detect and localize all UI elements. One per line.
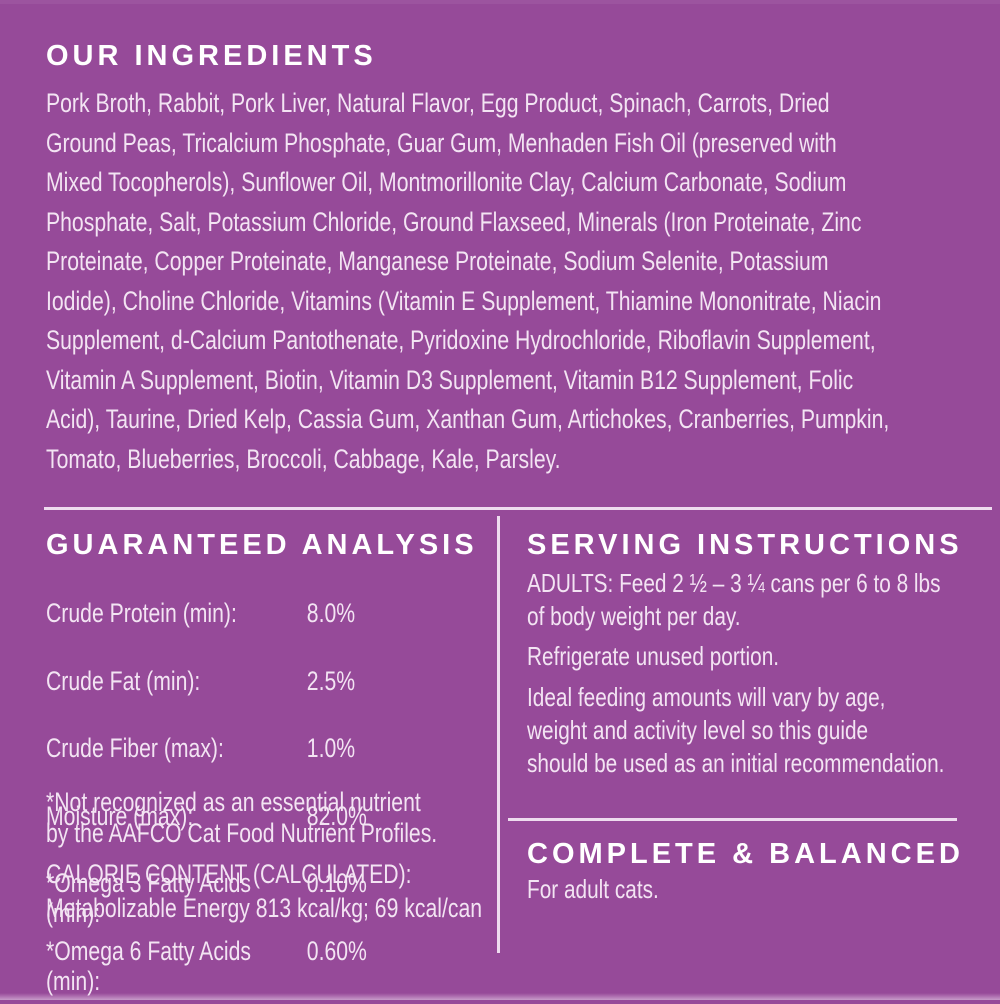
guaranteed-analysis-section-title: GUARANTEED ANALYSIS	[46, 529, 478, 561]
analysis-row-label: Moisture (max):	[46, 800, 194, 831]
ingredients-list-text: Pork Broth, Rabbit, Pork Liver, Natural …	[46, 88, 890, 474]
serving-adults-text: ADULTS: Feed 2 ½ – 3 ¼ cans per 6 to 8 l…	[527, 568, 941, 631]
analysis-row: Crude Fiber (max): 1.0%	[46, 733, 494, 770]
analysis-row-label: *Omega 3 Fatty Acids (min):	[46, 868, 252, 929]
vertical-column-divider	[497, 516, 500, 953]
serving-refrigerate-text: Refrigerate unused portion.	[527, 641, 780, 671]
analysis-row-value: 1.0%	[306, 733, 356, 764]
analysis-row-value: 8.0%	[306, 598, 356, 628]
guaranteed-analysis-table: Crude Protein (min): 8.0% Crude Fat (min…	[46, 567, 494, 1004]
aafco-footnote: *Not recognized as an essential nutrient…	[46, 787, 438, 848]
label-top-edge	[0, 0, 1000, 4]
analysis-row-value: 2.5%	[306, 665, 356, 696]
analysis-row: Crude Protein (min): 8.0%	[46, 598, 494, 635]
right-column-divider	[508, 818, 957, 821]
analysis-row: Crude Fat (min): 2.5%	[46, 666, 494, 703]
complete-balanced-section-title: COMPLETE & BALANCED	[527, 838, 964, 870]
analysis-row: Moisture (max): 82.0%	[46, 801, 494, 838]
analysis-row-label: *Omega 6 Fatty Acids (min):	[46, 935, 252, 996]
ingredients-section-title: OUR INGREDIENTS	[46, 40, 377, 72]
analysis-row-value: 82.0%	[306, 800, 367, 831]
analysis-row: *Omega 6 Fatty Acids (min): 0.60%	[46, 935, 494, 996]
analysis-row-value: 0.10%	[306, 868, 367, 899]
analysis-row: *Omega 3 Fatty Acids (min): 0.10%	[46, 868, 494, 928]
analysis-row-label: Crude Protein (min):	[46, 598, 237, 628]
serving-instructions-section-title: SERVING INSTRUCTIONS	[527, 529, 963, 561]
analysis-row-value: 0.60%	[306, 935, 367, 966]
label-bottom-edge	[0, 993, 1000, 1000]
calorie-content-text: CALORIE CONTENT (CALCULATED): Metaboliza…	[46, 859, 483, 923]
analysis-row-label: Crude Fiber (max):	[46, 733, 224, 764]
serving-ideal-feeding-text: Ideal feeding amounts will vary by age, …	[527, 682, 945, 778]
analysis-row-label: Crude Fat (min):	[46, 665, 201, 696]
horizontal-divider	[44, 507, 992, 510]
complete-balanced-subtitle: For adult cats.	[527, 874, 659, 904]
